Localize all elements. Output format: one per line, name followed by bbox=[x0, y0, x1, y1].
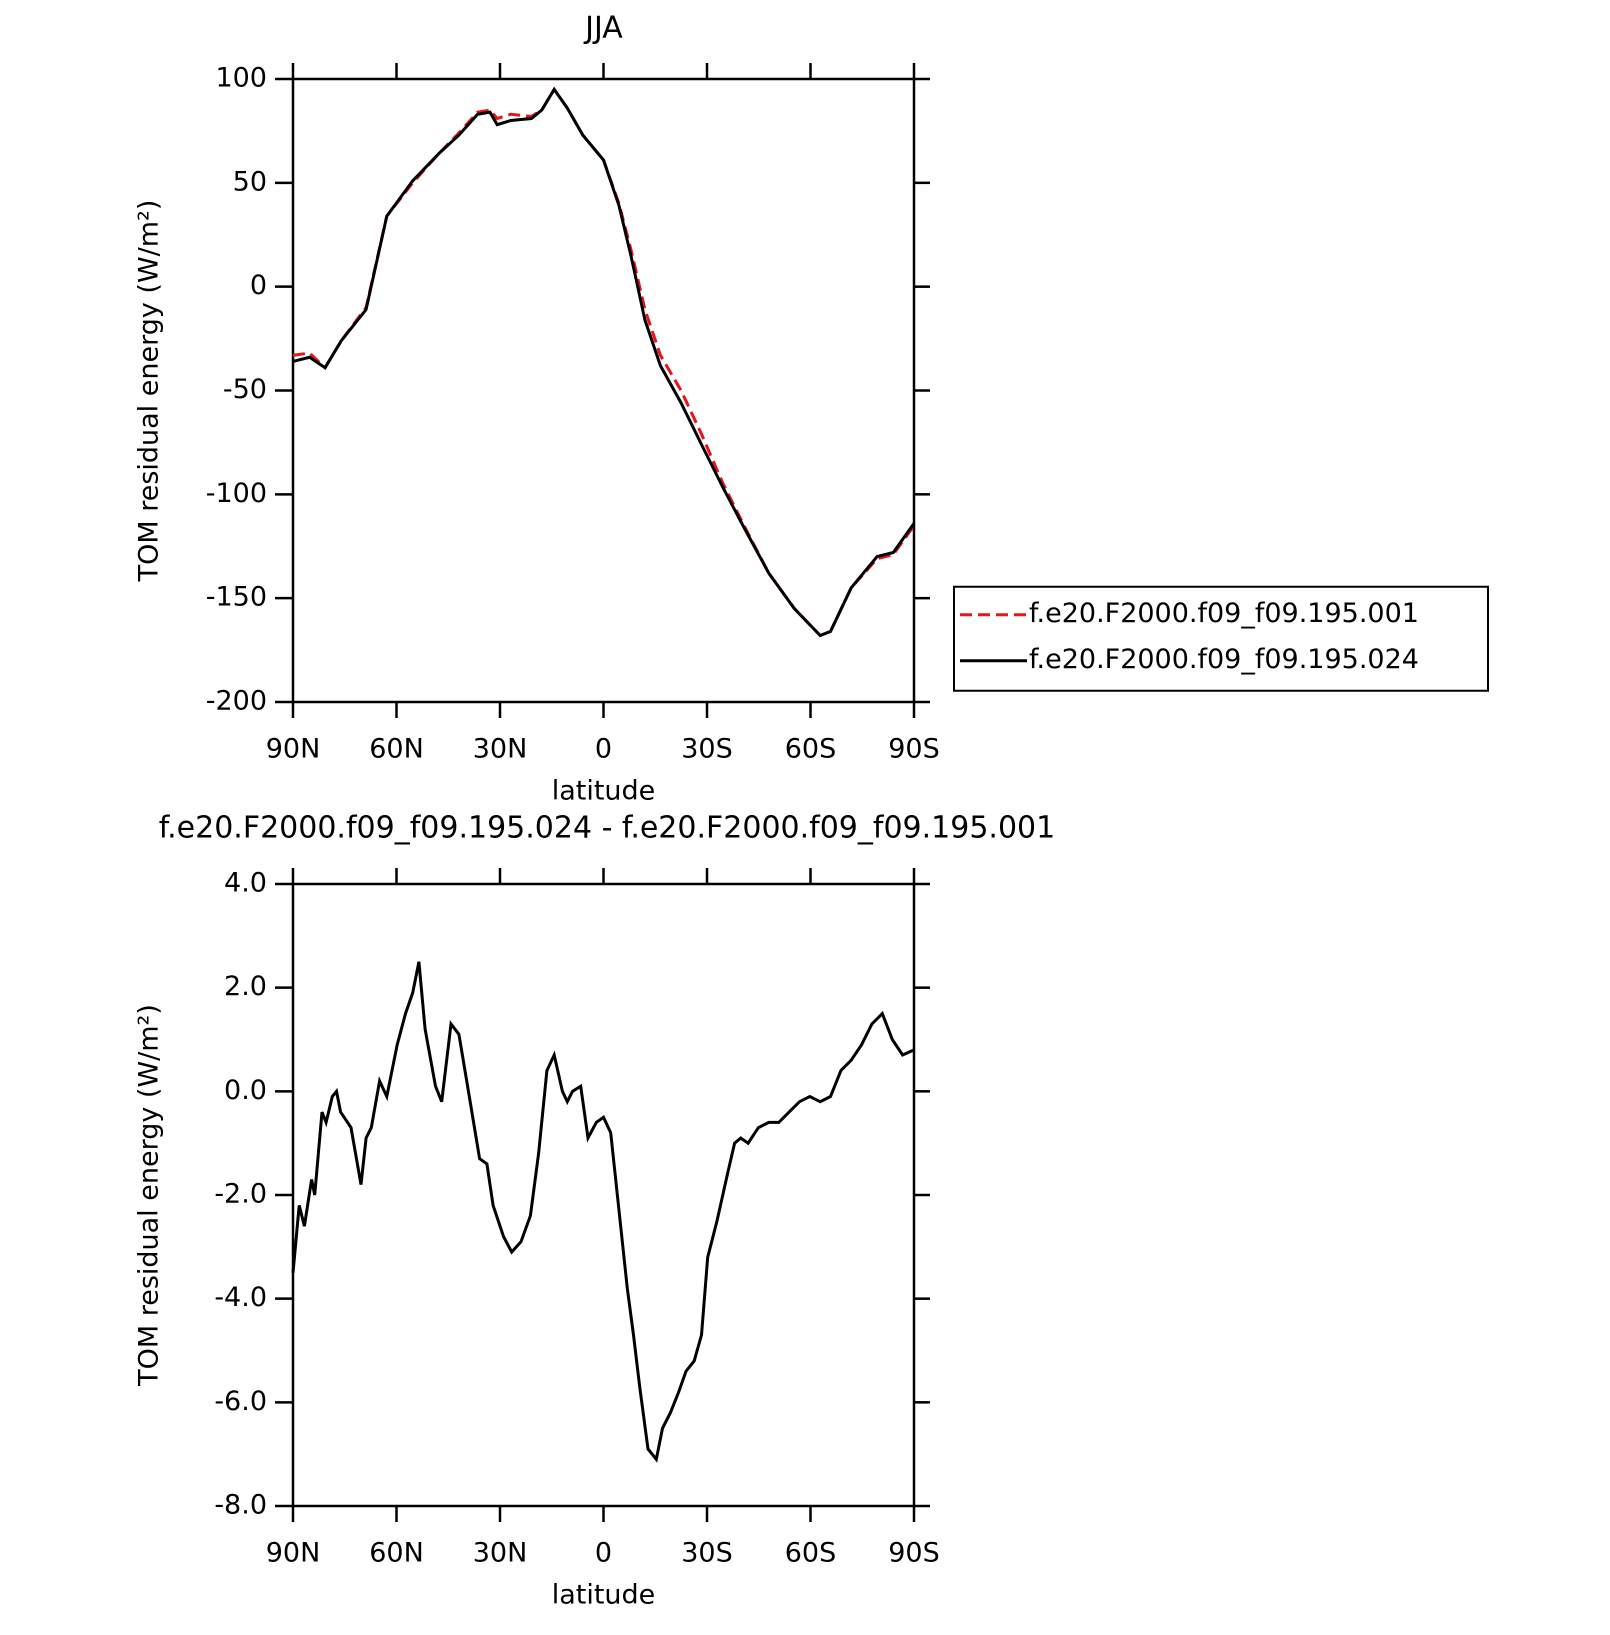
x-tick-label: 60S bbox=[785, 734, 837, 765]
y-tick-label: 4.0 bbox=[224, 868, 267, 899]
chart-title: f.e20.F2000.f09_f09.195.024 - f.e20.F200… bbox=[159, 811, 1055, 846]
y-tick-label: 0.0 bbox=[224, 1075, 267, 1106]
data-line bbox=[292, 86, 916, 638]
x-axis-label: latitude bbox=[552, 1580, 656, 1611]
x-tick-label: 90S bbox=[888, 1538, 940, 1569]
plot-frame bbox=[291, 882, 916, 1508]
data-line bbox=[291, 961, 915, 1463]
x-tick-label: 0 bbox=[595, 1538, 612, 1569]
x-tick-label: 30N bbox=[473, 1538, 528, 1569]
x-tick-label: 60S bbox=[785, 1538, 837, 1569]
x-tick-label: 60N bbox=[369, 734, 424, 765]
y-tick-label: -150 bbox=[206, 582, 267, 613]
x-tick-label: 90N bbox=[266, 734, 321, 765]
x-tick-label: 30N bbox=[473, 734, 528, 765]
x-tick-label: 0 bbox=[595, 734, 612, 765]
y-tick-label: -200 bbox=[206, 686, 267, 717]
data-line bbox=[292, 86, 916, 638]
chart-title: JJA bbox=[583, 11, 623, 46]
y-tick-label: -6.0 bbox=[214, 1386, 267, 1417]
y-tick-label: -4.0 bbox=[214, 1282, 267, 1313]
x-tick-label: 60N bbox=[369, 1538, 424, 1569]
y-axis-label: TOM residual energy (W/m²) bbox=[134, 200, 165, 583]
plot-frame bbox=[291, 77, 916, 704]
legend-box bbox=[953, 585, 1489, 692]
legend-label: f.e20.F2000.f09_f09.195.001 bbox=[1029, 598, 1419, 629]
y-tick-label: -2.0 bbox=[214, 1179, 267, 1210]
y-tick-label: -8.0 bbox=[214, 1490, 267, 1521]
x-tick-label: 30S bbox=[681, 734, 733, 765]
legend-label: f.e20.F2000.f09_f09.195.024 bbox=[1029, 644, 1419, 675]
y-tick-label: 50 bbox=[233, 166, 267, 197]
y-tick-label: 2.0 bbox=[224, 971, 267, 1002]
y-tick-label: 0 bbox=[250, 270, 267, 301]
y-axis-label: TOM residual energy (W/m²) bbox=[134, 1004, 165, 1387]
y-tick-label: -100 bbox=[206, 478, 267, 509]
x-tick-label: 90N bbox=[266, 1538, 321, 1569]
y-tick-label: 100 bbox=[215, 63, 267, 94]
x-axis-label: latitude bbox=[552, 776, 656, 807]
y-tick-label: -50 bbox=[223, 374, 267, 405]
x-tick-label: 90S bbox=[888, 734, 940, 765]
x-tick-label: 30S bbox=[681, 1538, 733, 1569]
